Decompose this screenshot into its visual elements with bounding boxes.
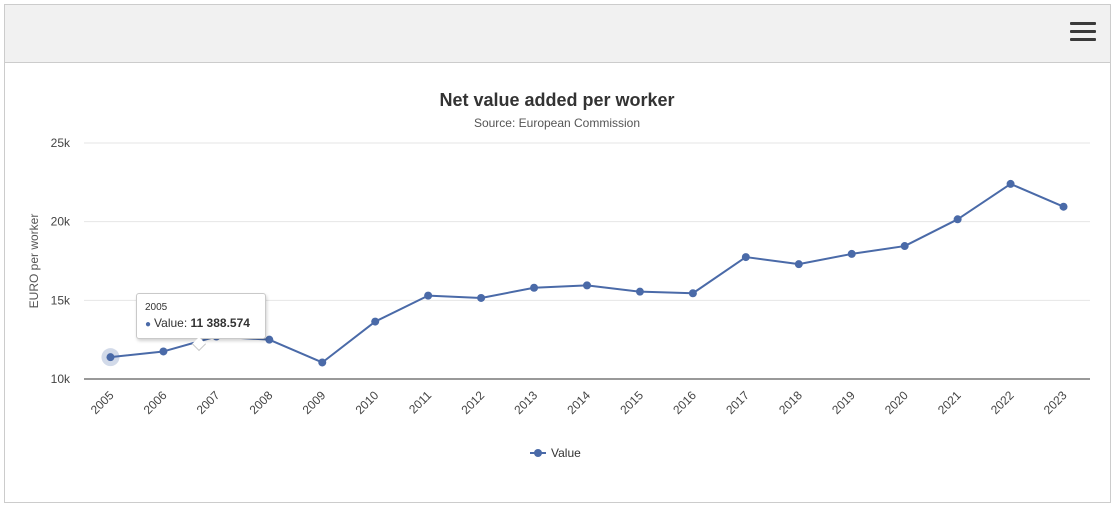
x-tick-label: 2023 [1041,388,1070,417]
x-tick-label: 2021 [935,388,964,417]
x-axis-ticks: 2005 2006 2007 2008 2009 2010 2011 2012 2013 2014… [88,388,1070,417]
data-point[interactable] [265,335,274,344]
x-tick-label: 2009 [300,388,329,417]
series-value [101,179,1068,367]
tooltip-header: 2005 [145,302,168,313]
data-point[interactable] [371,317,380,326]
y-tick-label: 25k [51,136,71,150]
y-tick-label: 10k [51,372,71,386]
data-point[interactable] [900,242,909,251]
x-tick-label: 2008 [247,388,276,417]
chart-subtitle: Source: European Commission [474,116,640,130]
hamburger-menu-icon[interactable] [1070,20,1096,44]
y-tick-label: 15k [51,293,71,307]
data-point[interactable] [1059,202,1068,211]
y-axis-ticks: 10k 15k 20k 25k [51,136,71,386]
x-tick-label: 2006 [141,388,170,417]
tooltip: 2005 ● Value: 11 388.574 [136,293,266,352]
tooltip-row: ● Value: 11 388.574 [145,316,250,330]
tooltip-series-dot-icon: ● [145,319,152,330]
data-point[interactable] [953,215,962,224]
data-point[interactable] [477,293,486,302]
data-point[interactable] [794,260,803,269]
x-tick-label: 2018 [776,388,805,417]
data-point[interactable] [688,289,697,298]
x-tick-label: 2013 [511,388,540,417]
x-tick-label: 2011 [406,388,434,416]
x-tick-label: 2020 [882,388,911,417]
data-point[interactable] [847,249,856,258]
data-point[interactable] [424,291,433,300]
chart-container [4,4,1111,503]
y-axis-label: EURO per worker [27,214,41,309]
x-tick-label: 2007 [194,388,223,417]
legend[interactable]: Value [530,446,581,460]
legend-marker [534,449,542,457]
x-tick-label: 2022 [988,388,1017,417]
data-point[interactable] [530,283,539,292]
data-point[interactable] [635,287,644,296]
x-tick-label: 2019 [829,388,858,417]
y-tick-label: 20k [51,215,71,229]
gridlines [84,142,1090,380]
data-point[interactable] [1006,179,1015,188]
x-tick-label: 2005 [88,388,117,417]
chart-title: Net value added per worker [439,90,674,110]
tooltip-value: 11 388.574 [190,316,250,330]
data-point[interactable] [741,253,750,262]
x-tick-label: 2015 [617,388,646,417]
x-tick-label: 2017 [723,388,752,417]
chart-toolbar [5,5,1110,63]
data-point[interactable] [106,353,115,362]
x-tick-label: 2012 [458,388,487,417]
x-tick-label: 2014 [564,388,593,417]
x-tick-label: 2010 [353,388,382,417]
x-tick-label: 2016 [670,388,699,417]
data-point[interactable] [159,347,168,356]
data-point[interactable] [318,358,327,367]
data-point[interactable] [583,281,591,290]
tooltip-label: Value: [154,316,188,330]
legend-label[interactable]: Value [551,446,581,460]
